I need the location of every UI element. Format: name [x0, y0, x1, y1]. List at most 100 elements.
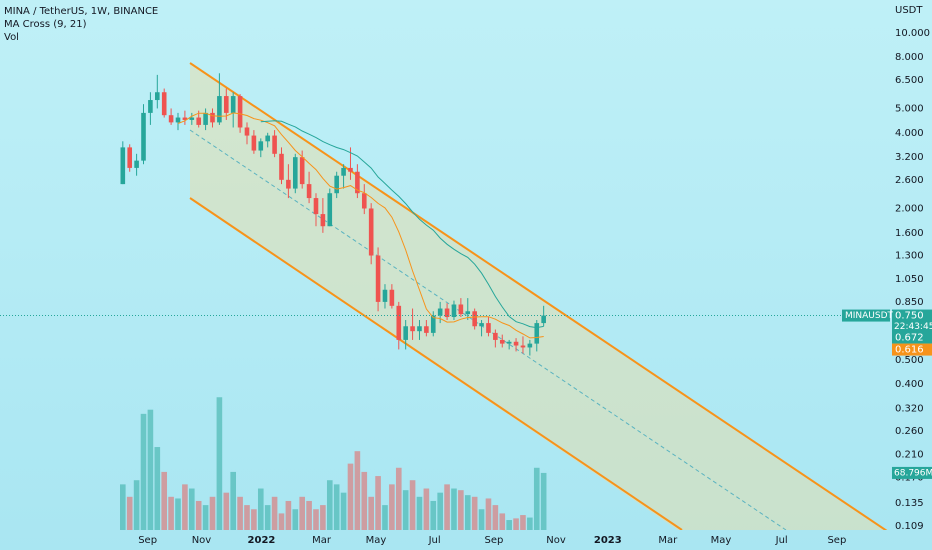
volume-bar: [271, 496, 278, 530]
volume-bar: [251, 509, 257, 530]
candle-body: [534, 323, 540, 344]
y-tick-label: 10.000: [895, 28, 930, 39]
volume-bar: [278, 513, 285, 530]
volume-bar: [361, 471, 368, 530]
volume-bar: [389, 484, 395, 530]
candle-body: [155, 92, 160, 101]
x-tick-label: May: [366, 535, 387, 546]
candle-body: [258, 141, 264, 151]
volume-bar: [430, 500, 437, 530]
candle-body: [451, 304, 457, 318]
candle-body: [479, 323, 484, 327]
candle-body: [217, 96, 222, 123]
y-tick-label: 0.400: [895, 379, 924, 390]
candle-body: [272, 135, 277, 154]
volume-bar: [230, 471, 236, 530]
y-tick-label: 0.500: [895, 355, 924, 366]
candle-body: [230, 96, 236, 113]
candle-body: [465, 311, 471, 315]
volume-bar: [313, 509, 319, 530]
symbol-label: MINAUSDT: [845, 311, 894, 321]
volume-bar: [147, 409, 154, 530]
volume-bar: [209, 496, 216, 530]
candle-body: [237, 96, 243, 128]
volume-bar: [216, 397, 223, 530]
volume-bar: [471, 496, 478, 530]
volume-bar: [292, 509, 299, 530]
x-tick-label: 2023: [594, 535, 622, 546]
volume-bar: [368, 496, 374, 530]
y-tick-label: 4.000: [895, 128, 924, 139]
x-tick-label: Nov: [192, 535, 212, 546]
parallel-channel: [189, 62, 888, 530]
volume-bar: [458, 490, 464, 530]
x-tick-label: Sep: [138, 535, 157, 546]
countdown-box: [892, 320, 932, 333]
indicator-title: MA Cross (9, 21): [4, 19, 87, 30]
price-label-box: [892, 309, 932, 322]
price-label-box: [892, 331, 932, 344]
volume-bar: [120, 484, 126, 530]
candle-body: [210, 112, 215, 123]
volume-bar: [195, 500, 202, 530]
volume-bar: [416, 496, 423, 530]
candle-body: [134, 160, 139, 168]
candle-body: [189, 117, 195, 120]
candle-body: [520, 345, 526, 348]
candle-body: [513, 341, 519, 346]
y-tick-label: 0.850: [895, 297, 924, 308]
y-tick-label: 1.600: [895, 228, 924, 239]
candle-body: [486, 323, 491, 333]
channel-lower: [189, 197, 683, 530]
candle-body: [292, 157, 298, 189]
y-tick-label: 2.600: [895, 175, 924, 186]
candle-body: [410, 326, 415, 332]
candle-body: [458, 304, 464, 315]
candle-body: [499, 339, 505, 344]
candle-body: [141, 112, 146, 161]
candle-body: [196, 117, 201, 125]
candle-body: [203, 112, 208, 125]
candle-body: [168, 115, 174, 123]
candle-body: [244, 127, 250, 136]
candle-body: [299, 157, 305, 185]
symbol-title: MINA / TetherUS, 1W, BINANCE: [4, 6, 158, 17]
volume-bar: [492, 505, 499, 530]
candle-body: [327, 193, 333, 227]
candle-body: [368, 208, 374, 256]
volume-bar: [395, 467, 402, 530]
moving-average: [260, 120, 544, 329]
candle-body: [437, 308, 443, 316]
x-tick-label: May: [711, 535, 732, 546]
candle-body: [375, 255, 381, 302]
channel-upper: [189, 62, 888, 530]
volume-bar: [299, 496, 305, 530]
candle-body: [444, 308, 450, 318]
y-tick-label: 1.050: [895, 274, 924, 285]
candle-body: [161, 92, 167, 116]
volume-bar: [382, 505, 388, 530]
volume-bar: [437, 492, 443, 530]
candle-body: [424, 326, 429, 333]
volume-bar: [237, 496, 243, 530]
y-tick-label: 8.000: [895, 52, 924, 63]
candle-body: [355, 171, 360, 194]
candle-body: [223, 96, 229, 113]
price-label: 0.750: [895, 311, 924, 322]
candle-body: [430, 315, 436, 333]
volume-bar: [285, 500, 292, 530]
price-label-box: [892, 343, 932, 356]
volume-bar: [306, 500, 312, 530]
volume-bar: [485, 498, 492, 530]
candle-body: [341, 167, 346, 176]
volume-bar: [464, 495, 471, 530]
x-tick-label: Nov: [546, 535, 566, 546]
volume-bar: [154, 447, 161, 530]
volume-bar: [409, 480, 416, 530]
currency-label: USDT: [895, 5, 923, 16]
volume-label: 68.796M: [894, 468, 932, 478]
volume-bar: [264, 505, 271, 530]
y-tick-label: 0.135: [895, 498, 924, 509]
x-tick-label: Jul: [775, 535, 788, 546]
